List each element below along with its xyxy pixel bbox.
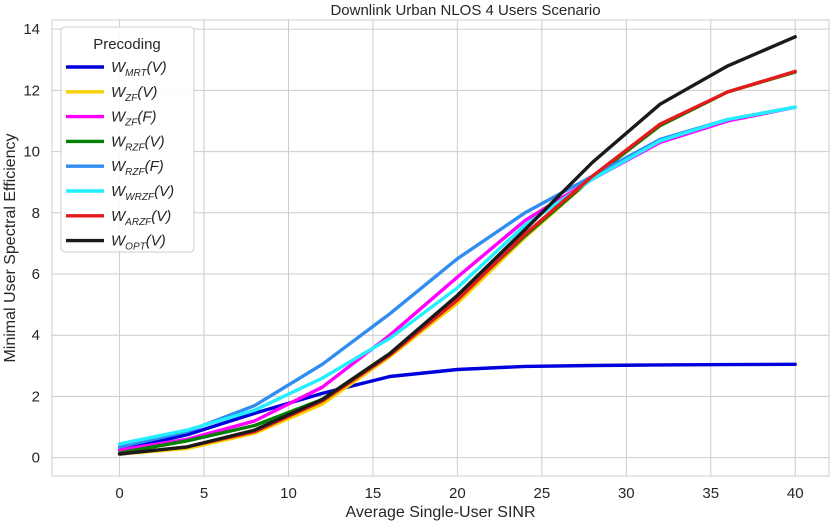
y-tick-label: 6: [32, 266, 40, 283]
legend-entry-label: WZF(F): [111, 109, 157, 129]
y-tick-label: 10: [23, 144, 40, 161]
y-tick-label: 8: [32, 205, 40, 222]
y-tick-label: 12: [23, 82, 40, 99]
x-tick-label: 0: [115, 485, 123, 502]
legend-title: Precoding: [93, 36, 161, 53]
x-tick-label: 10: [280, 485, 297, 502]
x-tick-label: 35: [702, 485, 719, 502]
plot-frame: [51, 19, 830, 477]
y-tick-label: 4: [32, 327, 40, 344]
x-tick-label: 5: [200, 485, 208, 502]
legend-entry-label: WRZF(V): [111, 133, 165, 153]
legend-entry-label: WZF(V): [111, 84, 157, 104]
series-line-wrzf-v: [117, 105, 797, 446]
legend-entry-label: WMRT(V): [111, 59, 167, 79]
x-tick-label: 25: [534, 485, 551, 502]
legend-entry-label: WOPT(V): [111, 233, 166, 253]
legend-entry-label: WRZF(F): [111, 158, 164, 178]
legend-box: [60, 26, 195, 253]
y-axis-label: Minimal User Spectral Efficiency: [2, 133, 19, 362]
x-axis-label: Average Single-User SINR: [345, 504, 535, 521]
y-tick-label: 2: [32, 388, 40, 405]
legend-entry-label: WARZF(V): [111, 208, 171, 228]
x-tick-label: 40: [787, 485, 804, 502]
x-tick-label: 20: [449, 485, 466, 502]
tick-labels: 0 5 10 15 20 25 30 35 40 0 2 4 6 8 10 12 14: [23, 21, 803, 502]
x-tick-label: 30: [618, 485, 635, 502]
chart-title: Downlink Urban NLOS 4 Users Scenario: [330, 2, 600, 19]
y-tick-label: 0: [32, 450, 40, 467]
legend-entry-label: WWRZF(V): [111, 183, 174, 203]
x-tick-label: 15: [365, 485, 382, 502]
y-tick-label: 14: [23, 21, 40, 38]
legend: Precoding WMRT(V) WZF(V) WZF(F) WRZF(V) WRZF(…: [60, 26, 195, 253]
series-line-opt-v: [117, 35, 797, 456]
series-lines: [117, 35, 797, 456]
series-line-mrt-v: [117, 362, 797, 452]
